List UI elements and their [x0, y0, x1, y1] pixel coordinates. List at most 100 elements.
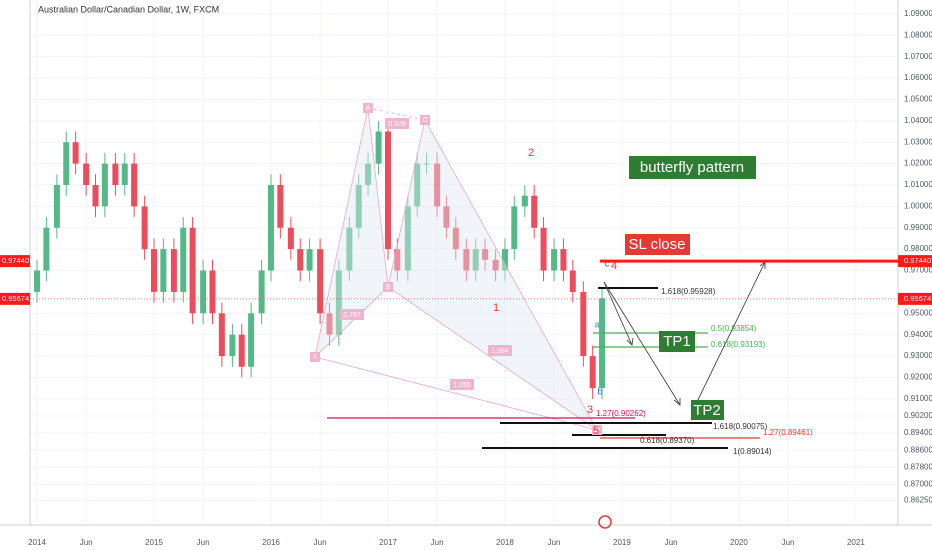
x-tick-label: Jun [431, 538, 444, 547]
candle-body [170, 249, 177, 292]
wave-label: 3 [587, 404, 593, 416]
y-tick-label: 0.91000 [904, 394, 932, 403]
x-tick-label: 2015 [145, 538, 163, 547]
x-tick-label: Jun [314, 538, 327, 547]
y-tick-label: 0.95000 [904, 308, 932, 317]
candle-body [180, 227, 187, 292]
y-tick-label: 1.00000 [904, 201, 932, 210]
price-tag-label: 0.95674 [2, 294, 29, 303]
y-tick-label: 0.99000 [904, 223, 932, 232]
tp-box [691, 400, 724, 420]
x-tick-label: 2019 [613, 538, 631, 547]
candle-body [92, 184, 99, 207]
ac-line [367, 107, 426, 121]
x-tick-label: 2016 [262, 538, 280, 547]
abc-label: b [597, 386, 602, 396]
point-box [310, 352, 320, 362]
arrow [693, 261, 766, 409]
candle-body [531, 195, 538, 228]
tp-box [659, 331, 695, 352]
point-label: B [386, 284, 391, 291]
y-tick-label: 0.90200 [904, 411, 932, 420]
candle-body [560, 249, 567, 271]
point-label: A [366, 105, 371, 112]
point-label: X [313, 354, 318, 361]
arrow [603, 281, 681, 406]
candle-body [277, 184, 284, 228]
candle-body [287, 227, 294, 250]
x-tick-label: Jun [548, 538, 561, 547]
fib-labels: 1.618(0.95928) 0.5(0.93854) 0.618(0.9319… [596, 287, 813, 456]
candle-body [580, 291, 587, 357]
abc-label: a [594, 319, 599, 329]
candle-body [63, 142, 70, 185]
logo [598, 515, 612, 529]
candle-body [463, 249, 470, 271]
point-box [363, 103, 373, 113]
candle-body [317, 249, 324, 314]
candle-body [414, 163, 421, 207]
x-tick-label: Jun [80, 538, 93, 547]
candle-body [112, 163, 119, 185]
price-tag-label: 0.97440 [904, 256, 931, 265]
candle-body [131, 163, 138, 207]
abc-label: c [605, 258, 610, 268]
fib-label: 1.618(0.95928) [661, 287, 716, 296]
price-tag-label: 0.97440 [2, 256, 29, 265]
y-tick-label: 0.93000 [904, 351, 932, 360]
fib-label: 0.618(0.89370) [640, 436, 695, 445]
candle-body [404, 206, 411, 271]
y-tick-label: 1.05000 [904, 95, 932, 104]
fib-label: 1.27(0.89461) [763, 428, 813, 437]
y-tick-label: 0.86250 [904, 496, 932, 505]
wave-label: 1 [493, 302, 499, 314]
x-tick-label: 2020 [730, 538, 748, 547]
chart-title: Australian Dollar/Canadian Dollar, 1W, F… [38, 4, 219, 14]
y-tick-label: 1.03000 [904, 137, 932, 146]
candle-body [423, 163, 430, 165]
candle-body [551, 249, 558, 271]
candle-body [482, 249, 489, 260]
arrow [603, 281, 633, 346]
candle-body [501, 249, 508, 271]
arrow-head [673, 398, 681, 406]
candle-body [452, 227, 459, 250]
fib-label: 0.618(0.93193) [711, 340, 766, 349]
candle-body [511, 206, 518, 250]
tp-label: TP2 [693, 402, 721, 419]
candle-body [72, 142, 79, 164]
y-tick-label: 1.09000 [904, 9, 932, 18]
candle-body [540, 227, 547, 271]
price-tag [898, 255, 932, 268]
candle-body [121, 163, 128, 185]
candle-body [306, 249, 313, 271]
candle-body [83, 163, 90, 185]
ratio-label: 0.787 [343, 312, 361, 319]
candle-body [218, 313, 225, 357]
butterfly-shape [314, 107, 598, 431]
x-tick-label: Jun [665, 538, 678, 547]
point-label: C [422, 117, 427, 124]
candle-body [189, 227, 196, 314]
ratio-label: 1.884 [491, 348, 509, 355]
candles [34, 120, 606, 399]
y-tick-label: 0.92000 [904, 373, 932, 382]
candle-body [599, 298, 606, 389]
candle-body [375, 131, 382, 164]
fib-label: 0.5(0.93854) [711, 324, 757, 333]
ratio-label: 0.929 [388, 121, 406, 128]
y-tick-label: 0.94000 [904, 330, 932, 339]
x-tick-label: 2014 [28, 538, 46, 547]
ratio-box [340, 309, 364, 320]
x-tick-label: 2017 [379, 538, 397, 547]
candle-body [267, 184, 274, 271]
y-tick-label: 1.06000 [904, 73, 932, 82]
fib-label: 1.27(0.90262) [596, 409, 646, 418]
point-box [383, 282, 393, 292]
candle-body [472, 249, 479, 271]
y-tick-label: 0.89400 [904, 428, 932, 437]
candle-body [443, 206, 450, 228]
tp-label: TP1 [663, 333, 691, 350]
y-tick-label: 1.01000 [904, 180, 932, 189]
arrow-head [626, 337, 634, 346]
